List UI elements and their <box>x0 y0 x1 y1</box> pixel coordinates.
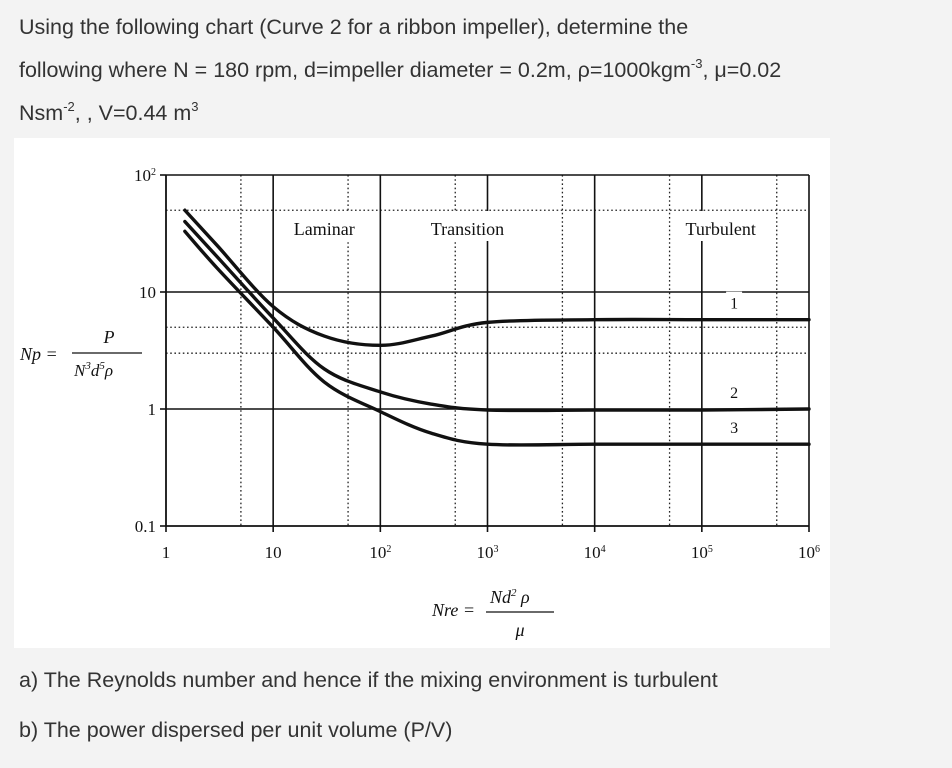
y-tick-label-1: 1 <box>148 400 157 419</box>
x-tick-label-6: 106 <box>798 543 820 562</box>
question-line-3: Nsm-2, , V=0.44 m3 <box>19 92 944 135</box>
x-tick-label-1: 10 <box>265 543 282 562</box>
volume-exponent: 3 <box>191 99 199 114</box>
region-box-laminar <box>279 211 370 241</box>
question-line-2: following where N = 180 rpm, d=impeller … <box>19 49 944 92</box>
question-line-1: Using the following chart (Curve 2 for a… <box>19 6 944 49</box>
y-tick-label-3: 102 <box>134 166 156 185</box>
chart-svg: Laminar Transition Turbulent 0.1 1 10 102 1 10 1… <box>19 166 820 640</box>
x-axis-numerator: Nd2 ρ <box>489 587 530 607</box>
x-axis-lhs: Nre = <box>431 600 475 620</box>
question-text: Using the following chart (Curve 2 for a… <box>19 6 944 135</box>
y-tick-label-0: 0.1 <box>135 517 156 536</box>
viscosity-exponent: -2 <box>63 99 75 114</box>
region-box-transition <box>415 211 520 241</box>
region-layer: Laminar Transition Turbulent <box>279 211 771 241</box>
question-part-a: a) The Reynolds number and hence if the … <box>19 668 718 692</box>
series-label-bg-1 <box>726 291 743 314</box>
label-layer: 0.1 1 10 102 1 10 102 103 104 105 106 1 2 3 Np = P N3d5ρ… <box>19 166 820 640</box>
x-tick-label-5: 105 <box>691 543 713 562</box>
y-axis-denominator: N3d5ρ <box>73 360 113 380</box>
x-tick-label-2: 102 <box>369 543 391 562</box>
y-axis-numerator: P <box>103 327 115 347</box>
x-tick-label-3: 103 <box>477 543 499 562</box>
y-axis-formula: Np = P N3d5ρ <box>19 327 142 380</box>
x-tick-label-0: 1 <box>162 543 171 562</box>
series-label-bg-2 <box>726 381 743 403</box>
region-label-turbulent: Turbulent <box>686 219 756 239</box>
y-tick-label-2: 10 <box>139 283 156 302</box>
series-label-1: 1 <box>730 296 738 313</box>
series-layer <box>183 208 811 447</box>
question-line-2-text: following where N = 180 rpm, d=impeller … <box>19 58 691 82</box>
series-curve-1 <box>183 208 811 348</box>
x-axis-denominator: μ <box>514 620 524 640</box>
x-axis-formula: Nre = Nd2 ρ μ <box>431 587 554 640</box>
region-label-transition: Transition <box>431 219 504 239</box>
series-label-3: 3 <box>730 420 738 437</box>
question-part-b: b) The power dispersed per unit volume (… <box>19 718 453 742</box>
question-line-1-text: Using the following chart (Curve 2 for a… <box>19 15 689 39</box>
density-exponent: -3 <box>690 56 703 71</box>
power-number-chart: Laminar Transition Turbulent 0.1 1 10 102 1 10 1… <box>14 138 830 648</box>
question-line-3-mid: , , V=0.44 m <box>74 101 192 125</box>
series-label-2: 2 <box>730 385 738 402</box>
series-label-bg-3 <box>726 416 743 439</box>
question-line-2-tail: , μ=0.02 <box>702 58 782 82</box>
region-box-turbulent <box>670 211 771 241</box>
question-line-3-text: Nsm <box>19 101 64 125</box>
tick-layer <box>160 174 810 532</box>
region-label-laminar: Laminar <box>294 219 355 239</box>
x-tick-label-4: 104 <box>584 543 606 562</box>
series-curve-3 <box>183 229 811 447</box>
series-curve-2 <box>183 219 811 413</box>
y-axis-lhs: Np = <box>19 344 58 364</box>
